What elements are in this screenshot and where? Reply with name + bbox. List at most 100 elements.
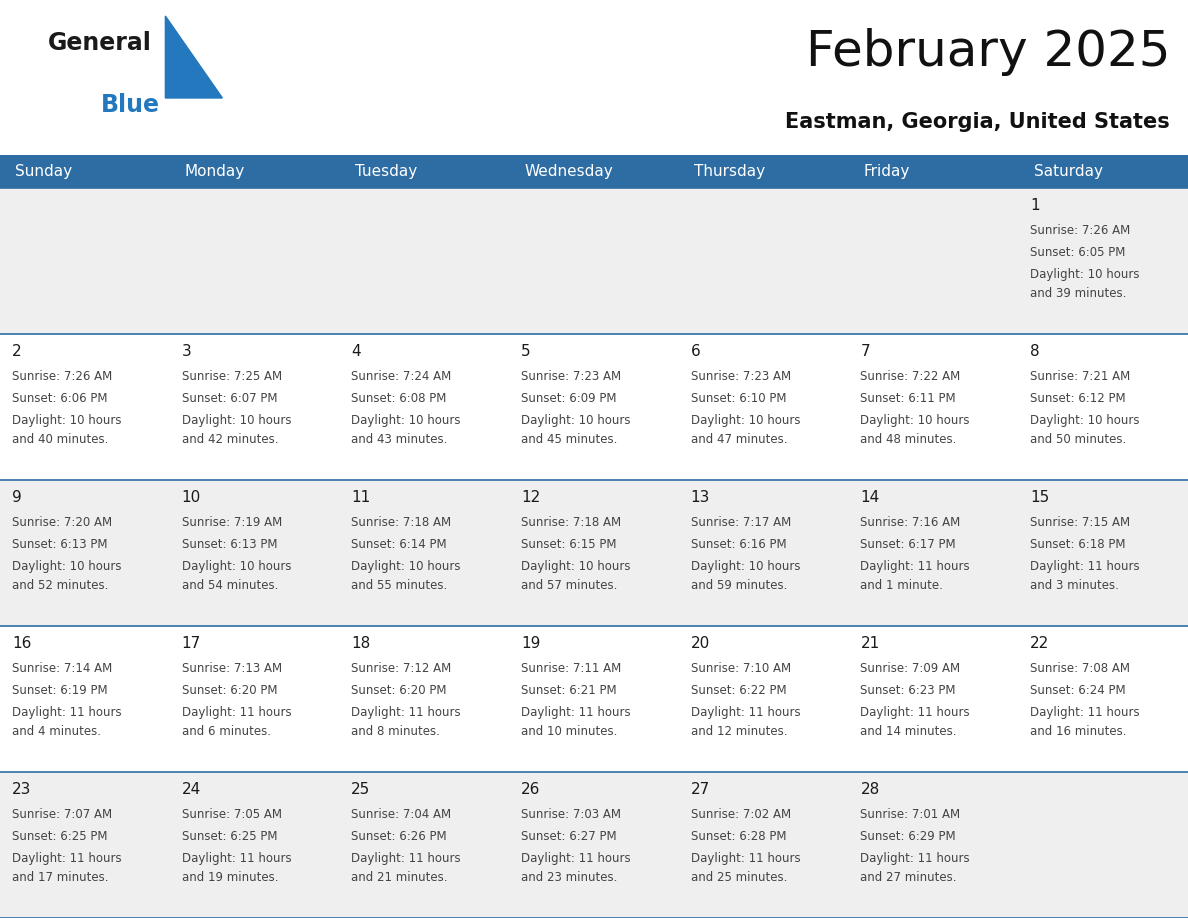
Text: and 54 minutes.: and 54 minutes. — [182, 579, 278, 592]
Bar — [0, 188, 170, 334]
Text: Daylight: 10 hours: Daylight: 10 hours — [12, 560, 121, 574]
Text: Wednesday: Wednesday — [524, 164, 613, 179]
Text: Sunset: 6:11 PM: Sunset: 6:11 PM — [860, 392, 956, 406]
Text: Sunset: 6:19 PM: Sunset: 6:19 PM — [12, 685, 107, 698]
Bar — [0, 772, 170, 918]
Text: Sunrise: 7:09 AM: Sunrise: 7:09 AM — [860, 663, 961, 676]
Bar — [0, 626, 170, 772]
Text: 28: 28 — [860, 782, 879, 797]
Text: Sunset: 6:25 PM: Sunset: 6:25 PM — [182, 831, 277, 844]
Bar — [510, 334, 678, 480]
Text: Sunset: 6:09 PM: Sunset: 6:09 PM — [522, 392, 617, 406]
Text: Sunrise: 7:04 AM: Sunrise: 7:04 AM — [352, 809, 451, 822]
Text: and 23 minutes.: and 23 minutes. — [522, 871, 618, 884]
Bar — [510, 480, 678, 626]
Text: Sunrise: 7:07 AM: Sunrise: 7:07 AM — [12, 809, 112, 822]
Text: Tuesday: Tuesday — [355, 164, 417, 179]
Text: and 21 minutes.: and 21 minutes. — [352, 871, 448, 884]
Text: Sunset: 6:14 PM: Sunset: 6:14 PM — [352, 538, 447, 552]
Text: Sunset: 6:20 PM: Sunset: 6:20 PM — [182, 685, 277, 698]
Text: 1: 1 — [1030, 198, 1040, 213]
Text: Sunset: 6:29 PM: Sunset: 6:29 PM — [860, 831, 956, 844]
Text: 5: 5 — [522, 344, 531, 359]
Text: and 50 minutes.: and 50 minutes. — [1030, 433, 1126, 446]
Text: Sunrise: 7:19 AM: Sunrise: 7:19 AM — [182, 517, 282, 530]
Text: 8: 8 — [1030, 344, 1040, 359]
Text: Sunset: 6:20 PM: Sunset: 6:20 PM — [352, 685, 447, 698]
Bar — [170, 188, 340, 334]
Text: Sunrise: 7:20 AM: Sunrise: 7:20 AM — [12, 517, 112, 530]
Bar — [170, 334, 340, 480]
Bar — [1018, 772, 1188, 918]
Text: 15: 15 — [1030, 490, 1049, 505]
Text: 25: 25 — [352, 782, 371, 797]
Text: Sunset: 6:08 PM: Sunset: 6:08 PM — [352, 392, 447, 406]
Text: Sunset: 6:25 PM: Sunset: 6:25 PM — [12, 831, 107, 844]
Text: Daylight: 11 hours: Daylight: 11 hours — [352, 706, 461, 720]
Text: Sunset: 6:17 PM: Sunset: 6:17 PM — [860, 538, 956, 552]
Bar — [170, 772, 340, 918]
Text: Sunrise: 7:21 AM: Sunrise: 7:21 AM — [1030, 371, 1131, 384]
Text: February 2025: February 2025 — [805, 28, 1170, 76]
Text: Daylight: 10 hours: Daylight: 10 hours — [522, 414, 631, 427]
Text: 26: 26 — [522, 782, 541, 797]
Text: and 12 minutes.: and 12 minutes. — [690, 725, 788, 738]
Text: Sunrise: 7:01 AM: Sunrise: 7:01 AM — [860, 809, 961, 822]
Text: Daylight: 11 hours: Daylight: 11 hours — [182, 706, 291, 720]
Text: and 6 minutes.: and 6 minutes. — [182, 725, 271, 738]
Text: and 14 minutes.: and 14 minutes. — [860, 725, 958, 738]
Text: 23: 23 — [12, 782, 31, 797]
Bar — [1018, 188, 1188, 334]
Text: Daylight: 10 hours: Daylight: 10 hours — [522, 560, 631, 574]
Bar — [510, 626, 678, 772]
Bar — [678, 626, 848, 772]
Text: 7: 7 — [860, 344, 870, 359]
Text: 12: 12 — [522, 490, 541, 505]
Bar — [678, 772, 848, 918]
Text: Sunset: 6:07 PM: Sunset: 6:07 PM — [182, 392, 277, 406]
Text: and 19 minutes.: and 19 minutes. — [182, 871, 278, 884]
Text: Sunset: 6:05 PM: Sunset: 6:05 PM — [1030, 246, 1125, 260]
Text: 19: 19 — [522, 636, 541, 651]
Bar — [340, 188, 510, 334]
Bar — [510, 772, 678, 918]
Bar — [170, 626, 340, 772]
Text: General: General — [48, 31, 151, 55]
Text: Sunrise: 7:18 AM: Sunrise: 7:18 AM — [522, 517, 621, 530]
Text: Daylight: 11 hours: Daylight: 11 hours — [860, 560, 971, 574]
Bar — [848, 772, 1018, 918]
Text: Sunset: 6:24 PM: Sunset: 6:24 PM — [1030, 685, 1126, 698]
Bar — [678, 334, 848, 480]
Text: and 59 minutes.: and 59 minutes. — [690, 579, 788, 592]
Text: Daylight: 10 hours: Daylight: 10 hours — [690, 414, 801, 427]
Bar — [678, 188, 848, 334]
Bar — [0, 334, 170, 480]
Text: Sunrise: 7:10 AM: Sunrise: 7:10 AM — [690, 663, 791, 676]
Text: Eastman, Georgia, United States: Eastman, Georgia, United States — [785, 112, 1170, 131]
Text: and 43 minutes.: and 43 minutes. — [352, 433, 448, 446]
Text: and 1 minute.: and 1 minute. — [860, 579, 943, 592]
Text: 11: 11 — [352, 490, 371, 505]
Bar — [1018, 480, 1188, 626]
Text: Daylight: 11 hours: Daylight: 11 hours — [690, 706, 801, 720]
Text: Sunrise: 7:16 AM: Sunrise: 7:16 AM — [860, 517, 961, 530]
Text: Daylight: 10 hours: Daylight: 10 hours — [352, 414, 461, 427]
Text: and 27 minutes.: and 27 minutes. — [860, 871, 958, 884]
Text: 4: 4 — [352, 344, 361, 359]
Text: Daylight: 10 hours: Daylight: 10 hours — [860, 414, 969, 427]
Text: 18: 18 — [352, 636, 371, 651]
Text: Sunset: 6:18 PM: Sunset: 6:18 PM — [1030, 538, 1126, 552]
Text: 16: 16 — [12, 636, 31, 651]
Bar — [848, 188, 1018, 334]
Text: Sunset: 6:22 PM: Sunset: 6:22 PM — [690, 685, 786, 698]
Text: and 45 minutes.: and 45 minutes. — [522, 433, 618, 446]
Bar — [0, 155, 1188, 188]
Text: Friday: Friday — [864, 164, 910, 179]
Text: Daylight: 11 hours: Daylight: 11 hours — [860, 852, 971, 866]
Text: Sunrise: 7:14 AM: Sunrise: 7:14 AM — [12, 663, 112, 676]
Bar — [848, 480, 1018, 626]
Text: Sunrise: 7:08 AM: Sunrise: 7:08 AM — [1030, 663, 1130, 676]
Text: and 42 minutes.: and 42 minutes. — [182, 433, 278, 446]
Text: Sunrise: 7:26 AM: Sunrise: 7:26 AM — [12, 371, 112, 384]
Text: Sunrise: 7:26 AM: Sunrise: 7:26 AM — [1030, 225, 1131, 238]
